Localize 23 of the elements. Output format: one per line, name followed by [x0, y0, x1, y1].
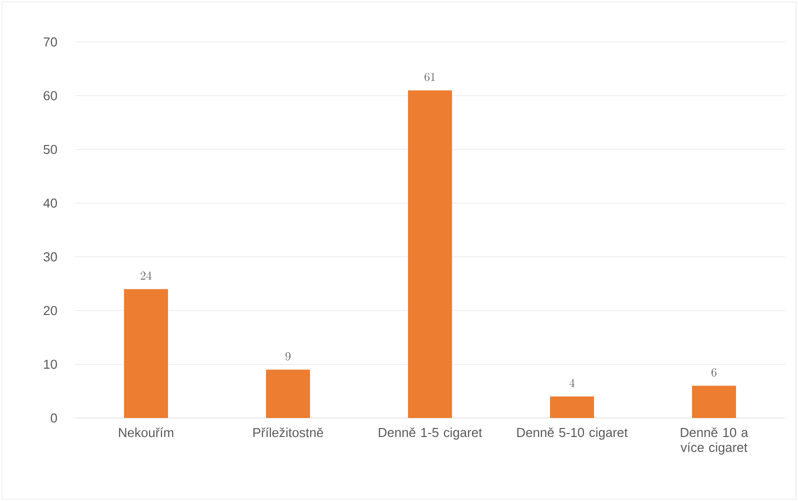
y-tick-label: 50	[44, 144, 57, 154]
x-tick-label: Příležitostně	[253, 428, 324, 438]
x-tick-label: Denně 1-5 cigaret	[378, 428, 482, 440]
y-tick-label: 0	[50, 413, 57, 423]
y-tick-label: 10	[44, 360, 57, 369]
data-label: 4	[569, 378, 575, 387]
y-tick-label: 40	[43, 198, 57, 208]
bar	[124, 289, 168, 418]
x-tick-label: Denně 10 a více cigaret	[680, 428, 748, 455]
data-label: 61	[424, 72, 435, 82]
data-label: 9	[286, 352, 290, 360]
y-tick-label: 30	[44, 252, 57, 262]
bar	[550, 396, 594, 418]
bar	[408, 90, 452, 418]
x-tick-label: Denně 5-10 cigaret	[517, 428, 628, 440]
bar	[692, 386, 736, 418]
x-tick-label: Nekouřím	[118, 428, 174, 438]
data-label: 6	[712, 368, 716, 376]
y-tick-label: 20	[44, 306, 57, 316]
bar	[266, 370, 310, 418]
y-tick-label: 60	[44, 91, 57, 100]
y-tick-label: 70	[44, 37, 57, 47]
data-label: 24	[140, 272, 152, 280]
